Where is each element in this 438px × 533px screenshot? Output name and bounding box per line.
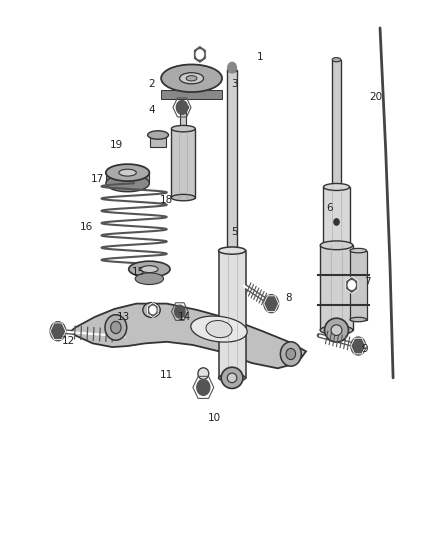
Text: 18: 18: [160, 195, 173, 205]
Bar: [180, 110, 186, 128]
Ellipse shape: [171, 195, 195, 201]
Polygon shape: [194, 45, 206, 63]
Text: 5: 5: [231, 227, 237, 237]
Ellipse shape: [141, 266, 158, 272]
Polygon shape: [71, 304, 306, 368]
Bar: [320, 245, 353, 330]
Ellipse shape: [219, 247, 246, 254]
Ellipse shape: [323, 183, 350, 190]
Polygon shape: [346, 277, 358, 294]
Text: 7: 7: [364, 277, 370, 287]
Polygon shape: [148, 303, 158, 317]
Ellipse shape: [129, 261, 170, 277]
Text: 3: 3: [231, 78, 237, 88]
Bar: [219, 251, 246, 378]
Ellipse shape: [135, 273, 163, 285]
Ellipse shape: [180, 72, 204, 84]
Text: 19: 19: [110, 140, 124, 150]
Ellipse shape: [219, 374, 246, 382]
Ellipse shape: [191, 316, 247, 342]
Bar: [106, 173, 149, 183]
Bar: [332, 60, 341, 187]
Ellipse shape: [198, 368, 209, 379]
Ellipse shape: [178, 105, 189, 110]
Bar: [171, 128, 195, 198]
Ellipse shape: [119, 169, 136, 176]
Ellipse shape: [180, 109, 187, 111]
Ellipse shape: [320, 326, 353, 335]
Circle shape: [197, 379, 210, 395]
Circle shape: [228, 62, 237, 73]
Ellipse shape: [350, 317, 367, 322]
Ellipse shape: [106, 164, 149, 181]
Ellipse shape: [221, 367, 243, 389]
Circle shape: [196, 50, 204, 59]
Circle shape: [351, 337, 366, 355]
Text: 11: 11: [160, 370, 173, 380]
Ellipse shape: [206, 320, 232, 337]
Ellipse shape: [106, 175, 149, 192]
Text: 8: 8: [285, 293, 292, 303]
Text: 20: 20: [369, 92, 382, 102]
Ellipse shape: [148, 131, 169, 139]
Text: 4: 4: [148, 105, 155, 115]
Text: 15: 15: [132, 267, 145, 277]
Text: 10: 10: [208, 413, 221, 423]
Bar: [350, 251, 367, 319]
Ellipse shape: [227, 68, 237, 72]
Bar: [161, 90, 222, 100]
Ellipse shape: [321, 242, 352, 249]
Circle shape: [175, 305, 185, 318]
Ellipse shape: [325, 318, 349, 342]
Ellipse shape: [171, 125, 195, 132]
Circle shape: [264, 295, 279, 313]
Ellipse shape: [186, 76, 197, 81]
Bar: [323, 187, 350, 245]
Text: 2: 2: [148, 78, 155, 88]
Ellipse shape: [320, 241, 353, 249]
Text: 16: 16: [80, 222, 93, 232]
Text: 9: 9: [361, 344, 368, 354]
Circle shape: [50, 321, 66, 341]
Ellipse shape: [143, 303, 160, 317]
Ellipse shape: [161, 64, 222, 92]
Ellipse shape: [331, 325, 342, 335]
Text: 17: 17: [91, 174, 104, 184]
Ellipse shape: [280, 342, 301, 366]
Text: 12: 12: [62, 336, 75, 346]
Ellipse shape: [111, 321, 121, 334]
Bar: [150, 135, 166, 147]
Ellipse shape: [350, 248, 367, 253]
Circle shape: [334, 219, 339, 225]
Ellipse shape: [286, 349, 296, 360]
Ellipse shape: [227, 373, 237, 383]
Text: 1: 1: [257, 52, 264, 62]
Circle shape: [150, 306, 156, 314]
Ellipse shape: [332, 58, 341, 62]
Circle shape: [348, 281, 355, 289]
Bar: [227, 70, 237, 251]
Ellipse shape: [105, 315, 127, 340]
Circle shape: [177, 101, 187, 114]
Text: 13: 13: [117, 312, 130, 322]
Text: 6: 6: [327, 203, 333, 213]
Text: 14: 14: [177, 312, 191, 322]
Ellipse shape: [323, 242, 350, 249]
